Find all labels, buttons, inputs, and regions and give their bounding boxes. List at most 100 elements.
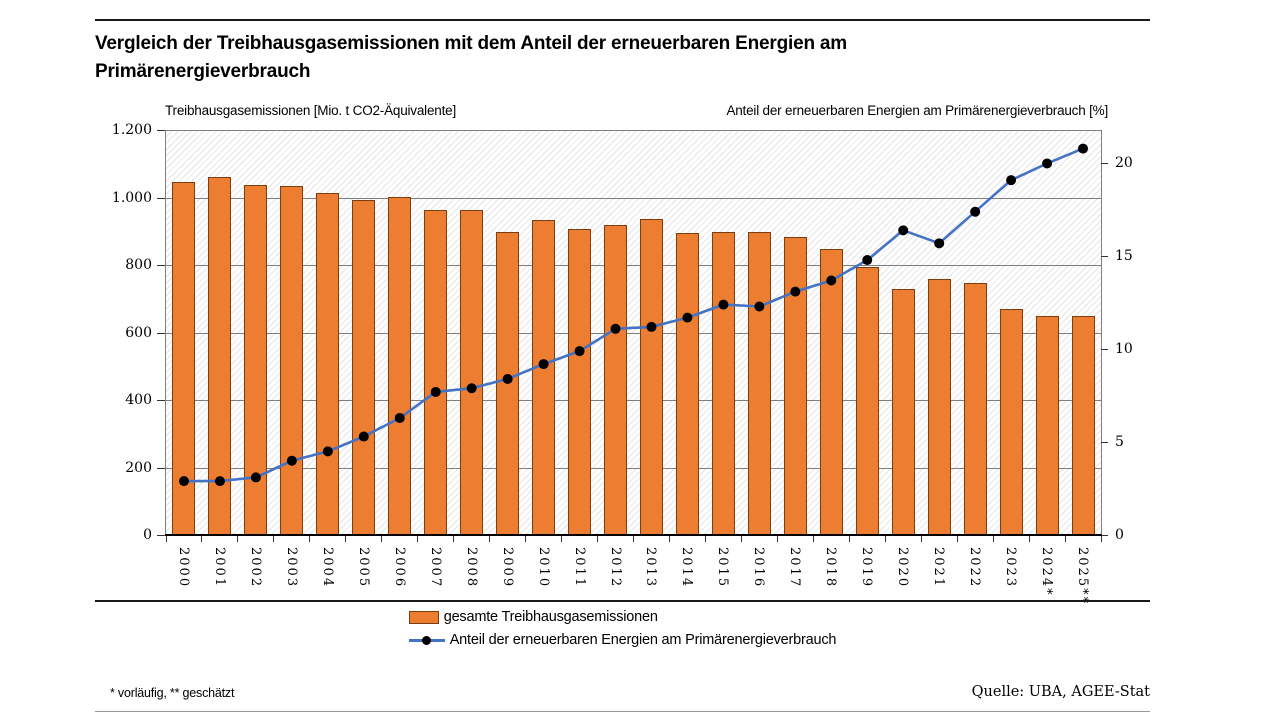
- x-tick-mark: [1028, 535, 1030, 542]
- x-tick-mark: [309, 535, 311, 542]
- marker-2018: [826, 275, 837, 286]
- marker-2002: [250, 472, 261, 483]
- right-tick-mark: [1101, 256, 1108, 258]
- source-credit: Quelle: UBA, AGEE-Stat: [971, 684, 1150, 700]
- left-tick-mark: [157, 467, 165, 469]
- x-tick-mark: [740, 535, 742, 542]
- x-tick-mark: [453, 535, 455, 542]
- x-tick-mark: [956, 535, 958, 542]
- x-axis-label-2019: 2019: [859, 547, 875, 589]
- x-tick-mark: [165, 535, 167, 542]
- left-axis-tick-800: 800: [125, 257, 152, 273]
- x-axis-label-2003: 2003: [283, 547, 299, 589]
- x-axis-label-2012: 2012: [607, 547, 623, 589]
- x-tick-mark: [561, 535, 563, 542]
- x-axis-label-2021: 2021: [931, 547, 947, 589]
- x-axis-label-2016: 2016: [751, 547, 767, 589]
- x-tick-mark: [345, 535, 347, 542]
- gridline-1000: [166, 197, 1101, 199]
- x-axis-label-2014: 2014: [679, 547, 695, 589]
- marker-2010: [538, 359, 549, 370]
- marker-2011: [574, 346, 585, 357]
- x-axis-label-2005: 2005: [355, 547, 371, 589]
- x-axis-label-2024: 2024*: [1039, 547, 1055, 597]
- gridline-400: [166, 400, 1101, 401]
- x-axis-label-2002: 2002: [247, 547, 263, 589]
- x-axis-label-2000: 2000: [175, 547, 191, 589]
- chart-title: Vergleich der Treibhausgasemissionen mit…: [95, 33, 847, 82]
- left-axis-tick-200: 200: [125, 459, 152, 476]
- x-axis-label-2018: 2018: [823, 547, 839, 589]
- x-tick-mark: [920, 535, 922, 542]
- x-axis-label-2020: 2020: [895, 547, 911, 589]
- legend-bars-label: gesamte Treibhausgasemissionen: [443, 609, 658, 625]
- legend-item-line: Anteil der erneuerbaren Energien am Prim…: [408, 632, 837, 648]
- x-axis-label-2022: 2022: [967, 547, 983, 589]
- footnote: * vorläufig, ** geschätzt: [110, 686, 235, 700]
- x-tick-mark: [1064, 535, 1066, 542]
- left-axis-tick-400: 400: [125, 392, 152, 408]
- x-tick-mark: [812, 535, 814, 542]
- left-axis-title: Treibhausgasemissionen [Mio. t CO2-Äquiv…: [165, 103, 456, 118]
- left-axis-tick-600: 600: [125, 324, 152, 341]
- marker-2013: [646, 321, 657, 332]
- left-axis-tick-1.200: 1.200: [111, 122, 152, 138]
- x-tick-mark: [992, 535, 994, 542]
- right-tick-mark: [1101, 163, 1108, 165]
- x-tick-mark: [633, 535, 634, 542]
- x-axis-line: [165, 534, 1102, 536]
- marker-2021: [934, 238, 945, 249]
- legend-line-label: Anteil der erneuerbaren Energien am Prim…: [449, 632, 837, 648]
- marker-2024*: [1042, 158, 1053, 169]
- marker-2025**: [1078, 143, 1089, 154]
- left-tick-mark: [157, 400, 165, 401]
- legend-separator-rule: [95, 600, 1150, 602]
- marker-2016: [754, 301, 765, 312]
- x-axis-label-2023: 2023: [1003, 547, 1019, 589]
- right-axis-tick-20: 20: [1115, 155, 1133, 172]
- bottom-rule: [95, 711, 1150, 712]
- x-tick-mark: [1100, 535, 1102, 542]
- x-axis-label-2013: 2013: [643, 547, 659, 589]
- x-tick-mark: [597, 535, 599, 542]
- legend-line-swatch-icon: [408, 634, 445, 647]
- gridline-1200: [166, 130, 1101, 131]
- marker-2004: [322, 446, 333, 457]
- marker-2015: [718, 299, 729, 310]
- marker-2023: [1006, 175, 1017, 186]
- right-tick-mark: [1101, 349, 1108, 351]
- left-tick-mark: [157, 535, 165, 536]
- x-tick-mark: [776, 535, 778, 542]
- x-axis-label-2006: 2006: [391, 547, 407, 589]
- x-tick-mark: [417, 535, 419, 542]
- legend: gesamte Treibhausgasemissionen Anteil de…: [95, 609, 1150, 648]
- marker-2006: [394, 412, 405, 423]
- marker-2008: [466, 383, 477, 394]
- left-tick-mark: [157, 265, 165, 266]
- right-axis-tick-15: 15: [1115, 248, 1133, 265]
- marker-2014: [682, 312, 693, 323]
- x-axis-label-2001: 2001: [211, 547, 227, 589]
- marker-2019: [862, 255, 873, 266]
- right-tick-mark: [1101, 535, 1108, 536]
- marker-2005: [358, 431, 369, 442]
- x-axis-label-2011: 2011: [571, 547, 587, 589]
- gridline-200: [166, 467, 1101, 469]
- left-axis-tick-0: 0: [143, 527, 152, 543]
- marker-2000: [178, 476, 189, 487]
- x-axis-label-2008: 2008: [463, 547, 479, 589]
- right-axis-title: Anteil der erneuerbaren Energien am Prim…: [726, 103, 1108, 118]
- x-axis-label-2017: 2017: [787, 547, 803, 589]
- gridline-600: [166, 332, 1101, 334]
- legend-bar-swatch-icon: [408, 610, 439, 624]
- left-tick-mark: [157, 197, 165, 199]
- marker-2007: [430, 386, 441, 397]
- x-axis-label-2010: 2010: [535, 547, 551, 589]
- x-tick-mark: [525, 535, 527, 542]
- x-axis-label-2025: 2025**: [1075, 547, 1091, 606]
- marker-2001: [214, 476, 225, 487]
- x-tick-mark: [273, 535, 275, 542]
- x-axis-label-2004: 2004: [319, 547, 335, 589]
- right-tick-mark: [1101, 442, 1108, 444]
